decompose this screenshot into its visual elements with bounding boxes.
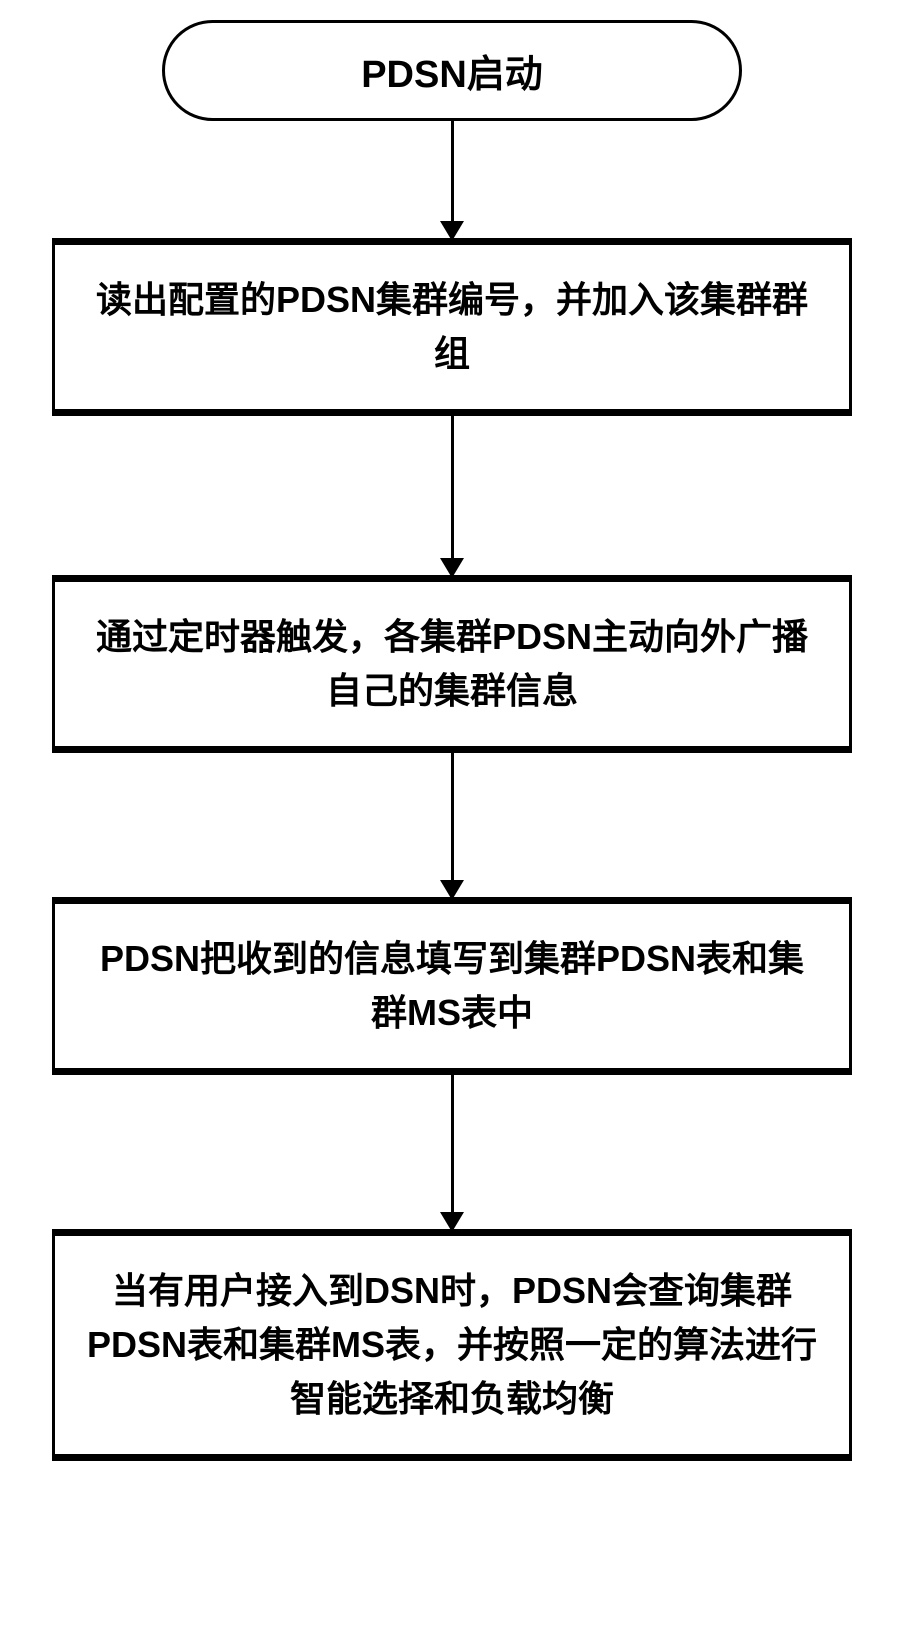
arrow-2 bbox=[440, 413, 464, 578]
start-label: PDSN启动 bbox=[361, 43, 543, 98]
start-terminal: PDSN启动 bbox=[162, 20, 742, 121]
process-step-3: PDSN把收到的信息填写到集群PDSN表和集群MS表中 bbox=[52, 900, 852, 1072]
arrow-line bbox=[451, 413, 454, 558]
process-step-2: 通过定时器触发，各集群PDSN主动向外广播自己的集群信息 bbox=[52, 578, 852, 750]
step1-label: 读出配置的PDSN集群编号，并加入该集群群组 bbox=[85, 273, 819, 381]
arrow-line bbox=[451, 750, 454, 880]
step3-label: PDSN把收到的信息填写到集群PDSN表和集群MS表中 bbox=[85, 932, 819, 1040]
arrow-line bbox=[451, 1072, 454, 1212]
flowchart-container: PDSN启动 读出配置的PDSN集群编号，并加入该集群群组 通过定时器触发，各集… bbox=[52, 20, 852, 1458]
step4-label: 当有用户接入到DSN时，PDSN会查询集群PDSN表和集群MS表，并按照一定的算… bbox=[85, 1264, 819, 1426]
arrow-1 bbox=[440, 121, 464, 241]
step2-label: 通过定时器触发，各集群PDSN主动向外广播自己的集群信息 bbox=[85, 610, 819, 718]
arrow-line bbox=[451, 121, 454, 221]
arrow-4 bbox=[440, 1072, 464, 1232]
process-step-1: 读出配置的PDSN集群编号，并加入该集群群组 bbox=[52, 241, 852, 413]
arrow-3 bbox=[440, 750, 464, 900]
process-step-4: 当有用户接入到DSN时，PDSN会查询集群PDSN表和集群MS表，并按照一定的算… bbox=[52, 1232, 852, 1458]
